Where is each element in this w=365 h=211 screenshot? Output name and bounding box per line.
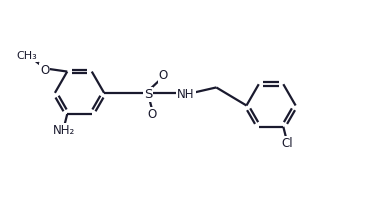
Text: O: O: [147, 108, 157, 121]
Text: O: O: [40, 64, 49, 77]
Text: O: O: [159, 69, 168, 82]
Text: NH: NH: [177, 88, 195, 101]
Text: Cl: Cl: [281, 137, 293, 150]
Text: S: S: [144, 88, 152, 101]
Text: CH₃: CH₃: [16, 51, 37, 61]
Text: NH₂: NH₂: [53, 124, 75, 137]
